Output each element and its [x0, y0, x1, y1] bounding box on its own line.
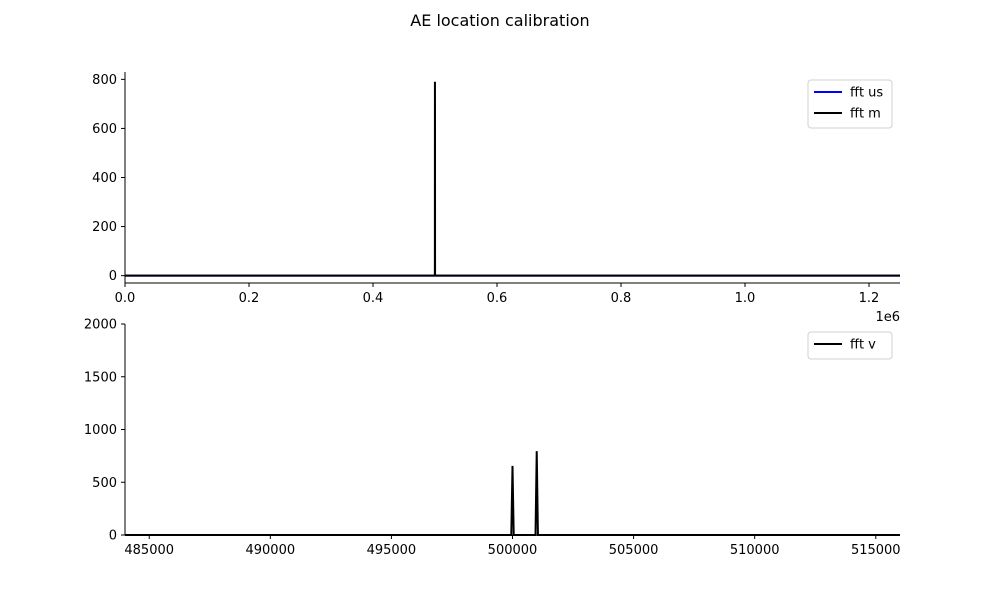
- y-tick-label: 0: [109, 529, 117, 544]
- x-tick-label: 1.2: [859, 291, 880, 306]
- y-tick-label: 200: [92, 220, 117, 235]
- legend-label: fft us: [850, 86, 883, 101]
- legend-label: fft m: [850, 107, 881, 122]
- y-tick-label: 400: [92, 171, 117, 186]
- x-tick-label: 0.8: [611, 291, 632, 306]
- legend-label: fft v: [850, 338, 876, 353]
- series-line-fft-m: [125, 81, 900, 277]
- y-tick-label: 500: [92, 476, 117, 491]
- figure-title: AE location calibration: [410, 11, 589, 30]
- bottom-chart: 485000 490000 495000 500000 505000 510000 5150…: [84, 318, 901, 559]
- y-tick-label: 800: [92, 73, 117, 88]
- x-tick-label: 0.0: [115, 291, 136, 306]
- y-tick-label: 1500: [84, 370, 117, 385]
- y-tick-label: 2000: [84, 318, 117, 333]
- legend-box: [807, 331, 893, 360]
- y-tick-label: 600: [92, 122, 117, 137]
- x-tick-label: 0.6: [487, 291, 508, 306]
- x-tick-label: 485000: [124, 543, 174, 558]
- x-tick-label: 495000: [367, 543, 417, 558]
- series-line-fft-v: [125, 451, 900, 536]
- x-tick-label: 500000: [488, 543, 538, 558]
- x-tick-label: 0.2: [239, 291, 260, 306]
- top-chart: 0.0 0.2 0.4 0.6 0.8 1.0 1.2 0 200 400 600 800 1e6 fft…: [92, 72, 900, 325]
- x-tick-label: 505000: [609, 543, 659, 558]
- x-tick-label: 0.4: [363, 291, 384, 306]
- x-offset-text: 1e6: [875, 310, 900, 325]
- x-tick-label: 515000: [851, 543, 901, 558]
- x-tick-label: 490000: [245, 543, 295, 558]
- x-tick-label: 510000: [730, 543, 780, 558]
- y-tick-label: 1000: [84, 423, 117, 438]
- y-tick-label: 0: [109, 269, 117, 284]
- x-tick-label: 1.0: [735, 291, 756, 306]
